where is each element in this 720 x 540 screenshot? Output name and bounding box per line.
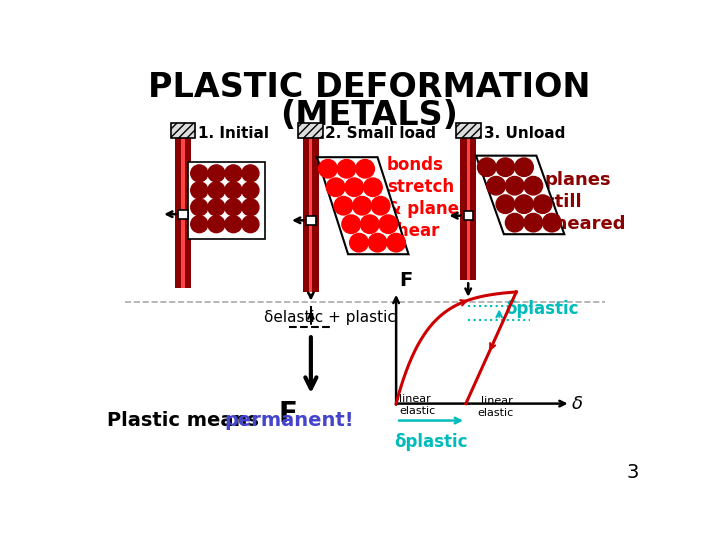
Circle shape bbox=[208, 199, 225, 215]
Text: δ: δ bbox=[572, 395, 583, 413]
Text: δplastic: δplastic bbox=[395, 433, 468, 451]
Circle shape bbox=[208, 165, 225, 182]
Circle shape bbox=[208, 182, 225, 199]
Polygon shape bbox=[188, 162, 265, 239]
Circle shape bbox=[496, 195, 515, 213]
Circle shape bbox=[372, 197, 390, 215]
Circle shape bbox=[319, 159, 337, 178]
Text: planes
still
sheared: planes still sheared bbox=[544, 171, 626, 233]
Text: Plastic means: Plastic means bbox=[107, 411, 266, 430]
Text: 3. Unload: 3. Unload bbox=[484, 126, 565, 141]
Circle shape bbox=[515, 158, 534, 177]
Circle shape bbox=[191, 165, 208, 182]
Circle shape bbox=[225, 182, 242, 199]
Circle shape bbox=[353, 197, 372, 215]
Circle shape bbox=[225, 165, 242, 182]
Text: 2. Small load: 2. Small load bbox=[325, 126, 436, 141]
Circle shape bbox=[191, 199, 208, 215]
Circle shape bbox=[496, 158, 515, 177]
Text: PLASTIC DEFORMATION: PLASTIC DEFORMATION bbox=[148, 71, 590, 104]
Circle shape bbox=[505, 177, 524, 195]
Circle shape bbox=[334, 197, 353, 215]
Circle shape bbox=[505, 213, 524, 232]
Circle shape bbox=[543, 213, 561, 232]
Polygon shape bbox=[299, 123, 323, 138]
Circle shape bbox=[361, 215, 379, 233]
Polygon shape bbox=[310, 138, 312, 292]
Text: permanent!: permanent! bbox=[225, 411, 354, 430]
Circle shape bbox=[242, 199, 259, 215]
Circle shape bbox=[242, 215, 259, 233]
Polygon shape bbox=[467, 138, 469, 280]
Polygon shape bbox=[181, 138, 184, 288]
Text: linear
elastic: linear elastic bbox=[399, 394, 436, 416]
Text: bonds
stretch
& planes
shear: bonds stretch & planes shear bbox=[387, 156, 469, 240]
Circle shape bbox=[225, 215, 242, 233]
Polygon shape bbox=[179, 210, 188, 219]
Text: δplastic: δplastic bbox=[505, 300, 579, 318]
Circle shape bbox=[342, 215, 361, 233]
Circle shape bbox=[477, 158, 496, 177]
Polygon shape bbox=[317, 157, 408, 254]
Circle shape bbox=[515, 195, 534, 213]
Text: δelastic + plastic: δelastic + plastic bbox=[264, 309, 396, 325]
Circle shape bbox=[487, 177, 505, 195]
Polygon shape bbox=[171, 123, 195, 138]
Polygon shape bbox=[303, 138, 319, 292]
Text: 1. Initial: 1. Initial bbox=[199, 126, 269, 141]
Circle shape bbox=[356, 159, 374, 178]
Circle shape bbox=[364, 178, 382, 197]
Circle shape bbox=[350, 233, 368, 252]
Circle shape bbox=[524, 213, 543, 232]
Circle shape bbox=[191, 182, 208, 199]
Polygon shape bbox=[461, 138, 476, 280]
Polygon shape bbox=[175, 138, 191, 288]
Text: F: F bbox=[278, 400, 297, 428]
Circle shape bbox=[337, 159, 356, 178]
Text: linear
elastic: linear elastic bbox=[477, 396, 513, 417]
Text: (METALS): (METALS) bbox=[280, 99, 458, 132]
Circle shape bbox=[534, 195, 552, 213]
Text: 3: 3 bbox=[626, 463, 639, 482]
Circle shape bbox=[524, 177, 543, 195]
Circle shape bbox=[242, 165, 259, 182]
Circle shape bbox=[225, 199, 242, 215]
Circle shape bbox=[242, 182, 259, 199]
Circle shape bbox=[208, 215, 225, 233]
Circle shape bbox=[368, 233, 387, 252]
Polygon shape bbox=[456, 123, 481, 138]
Polygon shape bbox=[306, 215, 315, 225]
Circle shape bbox=[191, 215, 208, 233]
Polygon shape bbox=[476, 156, 564, 234]
Circle shape bbox=[326, 178, 345, 197]
Circle shape bbox=[345, 178, 364, 197]
Circle shape bbox=[387, 233, 405, 252]
Circle shape bbox=[379, 215, 397, 233]
Polygon shape bbox=[464, 211, 473, 220]
Text: F: F bbox=[399, 272, 413, 291]
